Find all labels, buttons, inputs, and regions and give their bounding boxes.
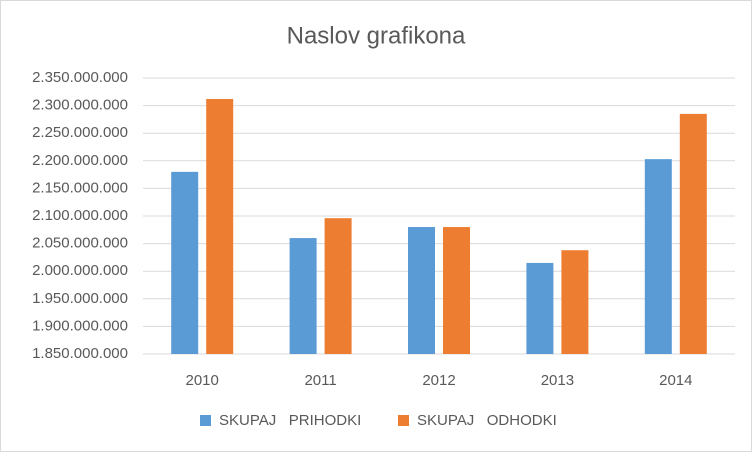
- bar: [171, 171, 199, 354]
- x-tick-label: 2011: [304, 372, 336, 389]
- y-tick-label: 2.300.000.000: [32, 97, 128, 114]
- bar: [408, 227, 435, 354]
- chart-title: Naslov grafikona: [287, 22, 466, 49]
- y-tick-label: 2.000.000.000: [32, 262, 128, 279]
- y-tick-label: 2.100.000.000: [32, 207, 128, 224]
- bar: [679, 113, 707, 354]
- y-tick-label: 2.050.000.000: [32, 235, 128, 252]
- y-tick-label: 2.150.000.000: [32, 179, 128, 196]
- bar: [644, 159, 672, 354]
- bar: [324, 218, 352, 354]
- y-tick-label: 2.350.000.000: [32, 69, 128, 86]
- x-tick-label: 2010: [186, 372, 219, 389]
- y-tick-label: 1.950.000.000: [32, 290, 128, 307]
- bar: [443, 227, 470, 354]
- y-tick-label: 1.850.000.000: [32, 345, 128, 362]
- legend-label: SKUPAJ ODHODKI: [417, 412, 557, 429]
- x-tick-label: 2013: [541, 372, 574, 389]
- legend-swatch: [200, 415, 211, 426]
- bar: [561, 250, 589, 354]
- y-tick-label: 1.900.000.000: [32, 317, 128, 334]
- x-tick-label: 2014: [659, 372, 692, 389]
- y-tick-label: 2.200.000.000: [32, 152, 128, 169]
- y-tick-label: 2.250.000.000: [32, 124, 128, 141]
- legend-label: SKUPAJ PRIHODKI: [219, 412, 361, 429]
- legend-swatch: [398, 415, 409, 426]
- bar: [206, 98, 234, 354]
- bar: [289, 238, 317, 354]
- x-tick-label: 2012: [422, 372, 455, 389]
- bar: [526, 262, 554, 354]
